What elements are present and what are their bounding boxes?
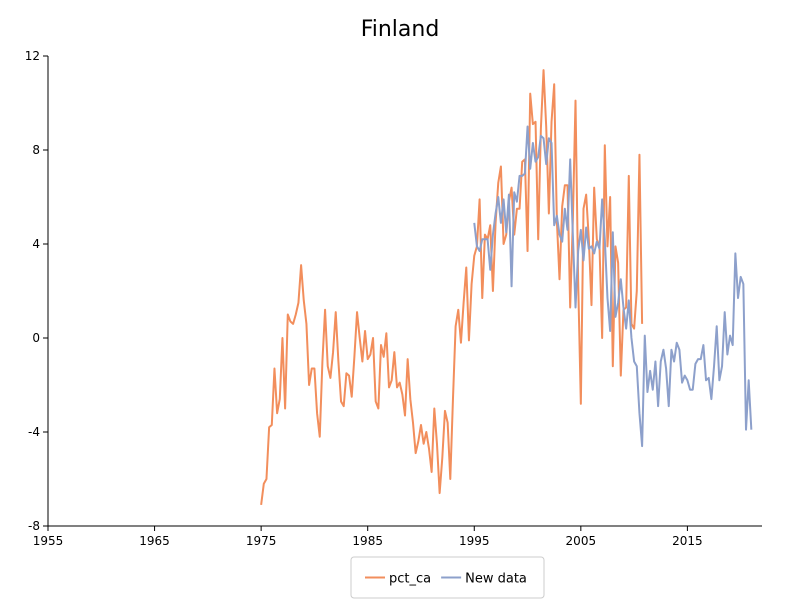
y-tick-label: 0	[32, 331, 40, 345]
x-tick-label: 1995	[459, 534, 490, 548]
y-tick-label: 12	[25, 49, 40, 63]
y-tick-label: -4	[28, 425, 40, 439]
axes: -8 -4 0 4 8 12 1955 1965 1975 1985 1995 2005 2015	[25, 49, 762, 548]
series-line-new-data	[473, 125, 753, 448]
x-tick-label: 1985	[352, 534, 383, 548]
x-tick-label: 1965	[139, 534, 170, 548]
y-tick-label: 8	[32, 143, 40, 157]
series-layer	[260, 69, 753, 505]
legend-label-new-data: New data	[465, 572, 527, 587]
y-tick-label: 4	[32, 237, 40, 251]
x-tick-label: 2015	[672, 534, 703, 548]
chart-title: Finland	[361, 17, 440, 42]
series-line-pct-ca	[260, 69, 644, 505]
y-tick-label: -8	[28, 519, 40, 533]
x-tick-label: 2005	[566, 534, 597, 548]
legend-label-pct-ca: pct_ca	[389, 572, 431, 587]
x-tick-label: 1955	[33, 534, 64, 548]
x-tick-label: 1975	[246, 534, 277, 548]
legend: pct_ca New data	[350, 556, 545, 599]
